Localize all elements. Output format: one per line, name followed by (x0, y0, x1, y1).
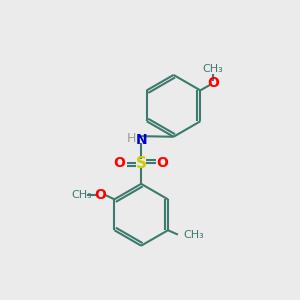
Text: CH₃: CH₃ (183, 230, 204, 240)
Text: O: O (94, 188, 106, 202)
Text: H: H (127, 132, 136, 145)
Text: CH₃: CH₃ (72, 190, 92, 200)
Text: O: O (114, 156, 126, 170)
Text: O: O (157, 156, 169, 170)
Text: O: O (207, 76, 219, 90)
Text: CH₃: CH₃ (202, 64, 224, 74)
Text: S: S (136, 156, 147, 171)
Text: N: N (135, 133, 147, 147)
